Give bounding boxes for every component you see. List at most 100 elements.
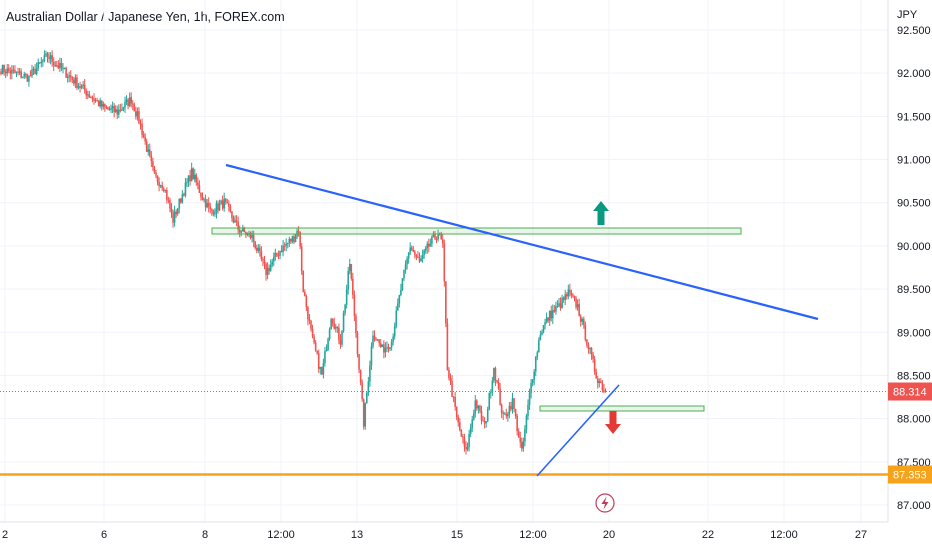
candle-body <box>366 392 368 404</box>
candle-body <box>578 304 580 316</box>
lightning-icon[interactable] <box>595 493 615 513</box>
candle-body <box>466 446 469 450</box>
candle-body <box>59 62 61 69</box>
candle-body <box>434 234 436 239</box>
candle-body <box>262 258 264 261</box>
candle-body <box>57 65 60 69</box>
candle-body <box>80 85 83 88</box>
candle-body <box>79 86 81 88</box>
y-tick-label: 88.500 <box>897 370 931 382</box>
candle-body <box>465 446 467 450</box>
candle-body <box>49 55 52 60</box>
candle-body <box>279 250 281 256</box>
candle-body <box>158 182 160 187</box>
candle-body <box>32 68 35 70</box>
candle-body <box>313 336 315 343</box>
support-price-tag-text: 87.353 <box>893 470 927 482</box>
candle-body <box>242 227 244 232</box>
candle-body <box>15 71 18 73</box>
candle-body <box>178 198 181 209</box>
x-tick-label: 6 <box>101 529 107 541</box>
candle-body <box>0 71 2 75</box>
candle-body <box>269 264 272 271</box>
candle-body <box>527 405 529 416</box>
candle-body <box>384 347 387 353</box>
candle-body <box>133 104 136 112</box>
candle-body <box>96 100 98 102</box>
candle-body <box>545 317 548 323</box>
candle-body <box>71 77 74 80</box>
candle-body <box>429 243 432 247</box>
candle-body <box>564 294 566 300</box>
candle-body <box>412 249 415 252</box>
candle-body <box>111 106 114 109</box>
candle-body <box>114 109 117 113</box>
candle-body <box>26 74 29 82</box>
x-tick-label: 8 <box>202 529 208 541</box>
candle-body <box>290 238 292 242</box>
candle-body <box>215 203 218 213</box>
candle-body <box>4 72 7 74</box>
candle-body <box>455 406 458 418</box>
candle-body <box>397 303 399 311</box>
candle-body <box>569 289 571 293</box>
candle-body <box>572 295 574 297</box>
y-tick-label: 88.000 <box>897 414 931 426</box>
candle-body <box>373 335 376 340</box>
candle-body <box>424 248 427 251</box>
candle-body <box>249 232 252 239</box>
candle-body <box>519 437 522 443</box>
candle-body <box>94 100 97 102</box>
candle-body <box>198 185 201 193</box>
candle-body <box>372 335 374 347</box>
candle-body <box>449 378 452 381</box>
candle-body <box>211 209 213 211</box>
candle-body <box>159 185 162 187</box>
candle-body <box>538 340 540 353</box>
candle-body <box>348 263 351 272</box>
candle-body <box>145 141 148 152</box>
candle-body <box>477 405 480 409</box>
currency-label: JPY <box>897 9 918 21</box>
candle-body <box>173 211 176 223</box>
candle-body <box>254 241 256 249</box>
candle-body <box>536 352 539 358</box>
candle-body <box>52 61 55 66</box>
candle-body <box>362 399 365 427</box>
candle-body <box>345 289 348 305</box>
candle-body <box>51 55 53 62</box>
candle-body <box>113 106 115 113</box>
candle-body <box>305 296 308 308</box>
candle-body <box>553 310 556 312</box>
drawings-layer[interactable] <box>0 163 888 477</box>
candle-body <box>304 291 306 297</box>
candle-body <box>73 79 75 84</box>
candle-body <box>378 339 380 344</box>
candle-body <box>576 304 579 308</box>
candle-body <box>587 345 590 350</box>
candle-body <box>316 350 318 354</box>
candle-body <box>321 366 323 375</box>
candle-body <box>74 77 77 84</box>
candle-body <box>565 294 568 297</box>
candle-body <box>200 192 202 197</box>
candle-body <box>218 203 221 211</box>
candle-body <box>110 108 112 110</box>
candle-body <box>83 84 86 91</box>
candle-body <box>9 70 12 74</box>
candle-body <box>6 68 8 74</box>
y-tick-labels: 92.500 92.000 91.500 91.000 90.500 90.000 89.5… <box>897 25 931 512</box>
candle-body <box>141 123 143 135</box>
candle-body <box>361 382 363 400</box>
candle-body <box>3 64 5 73</box>
candle-body <box>273 257 275 262</box>
candle-body <box>37 62 39 69</box>
candle-body <box>454 397 456 407</box>
candle-body <box>207 202 210 207</box>
candle-body <box>410 247 413 250</box>
candle-body <box>152 161 154 168</box>
candle-body <box>389 347 391 349</box>
candle-body <box>514 409 517 417</box>
y-tick-label: 92.500 <box>897 25 931 37</box>
